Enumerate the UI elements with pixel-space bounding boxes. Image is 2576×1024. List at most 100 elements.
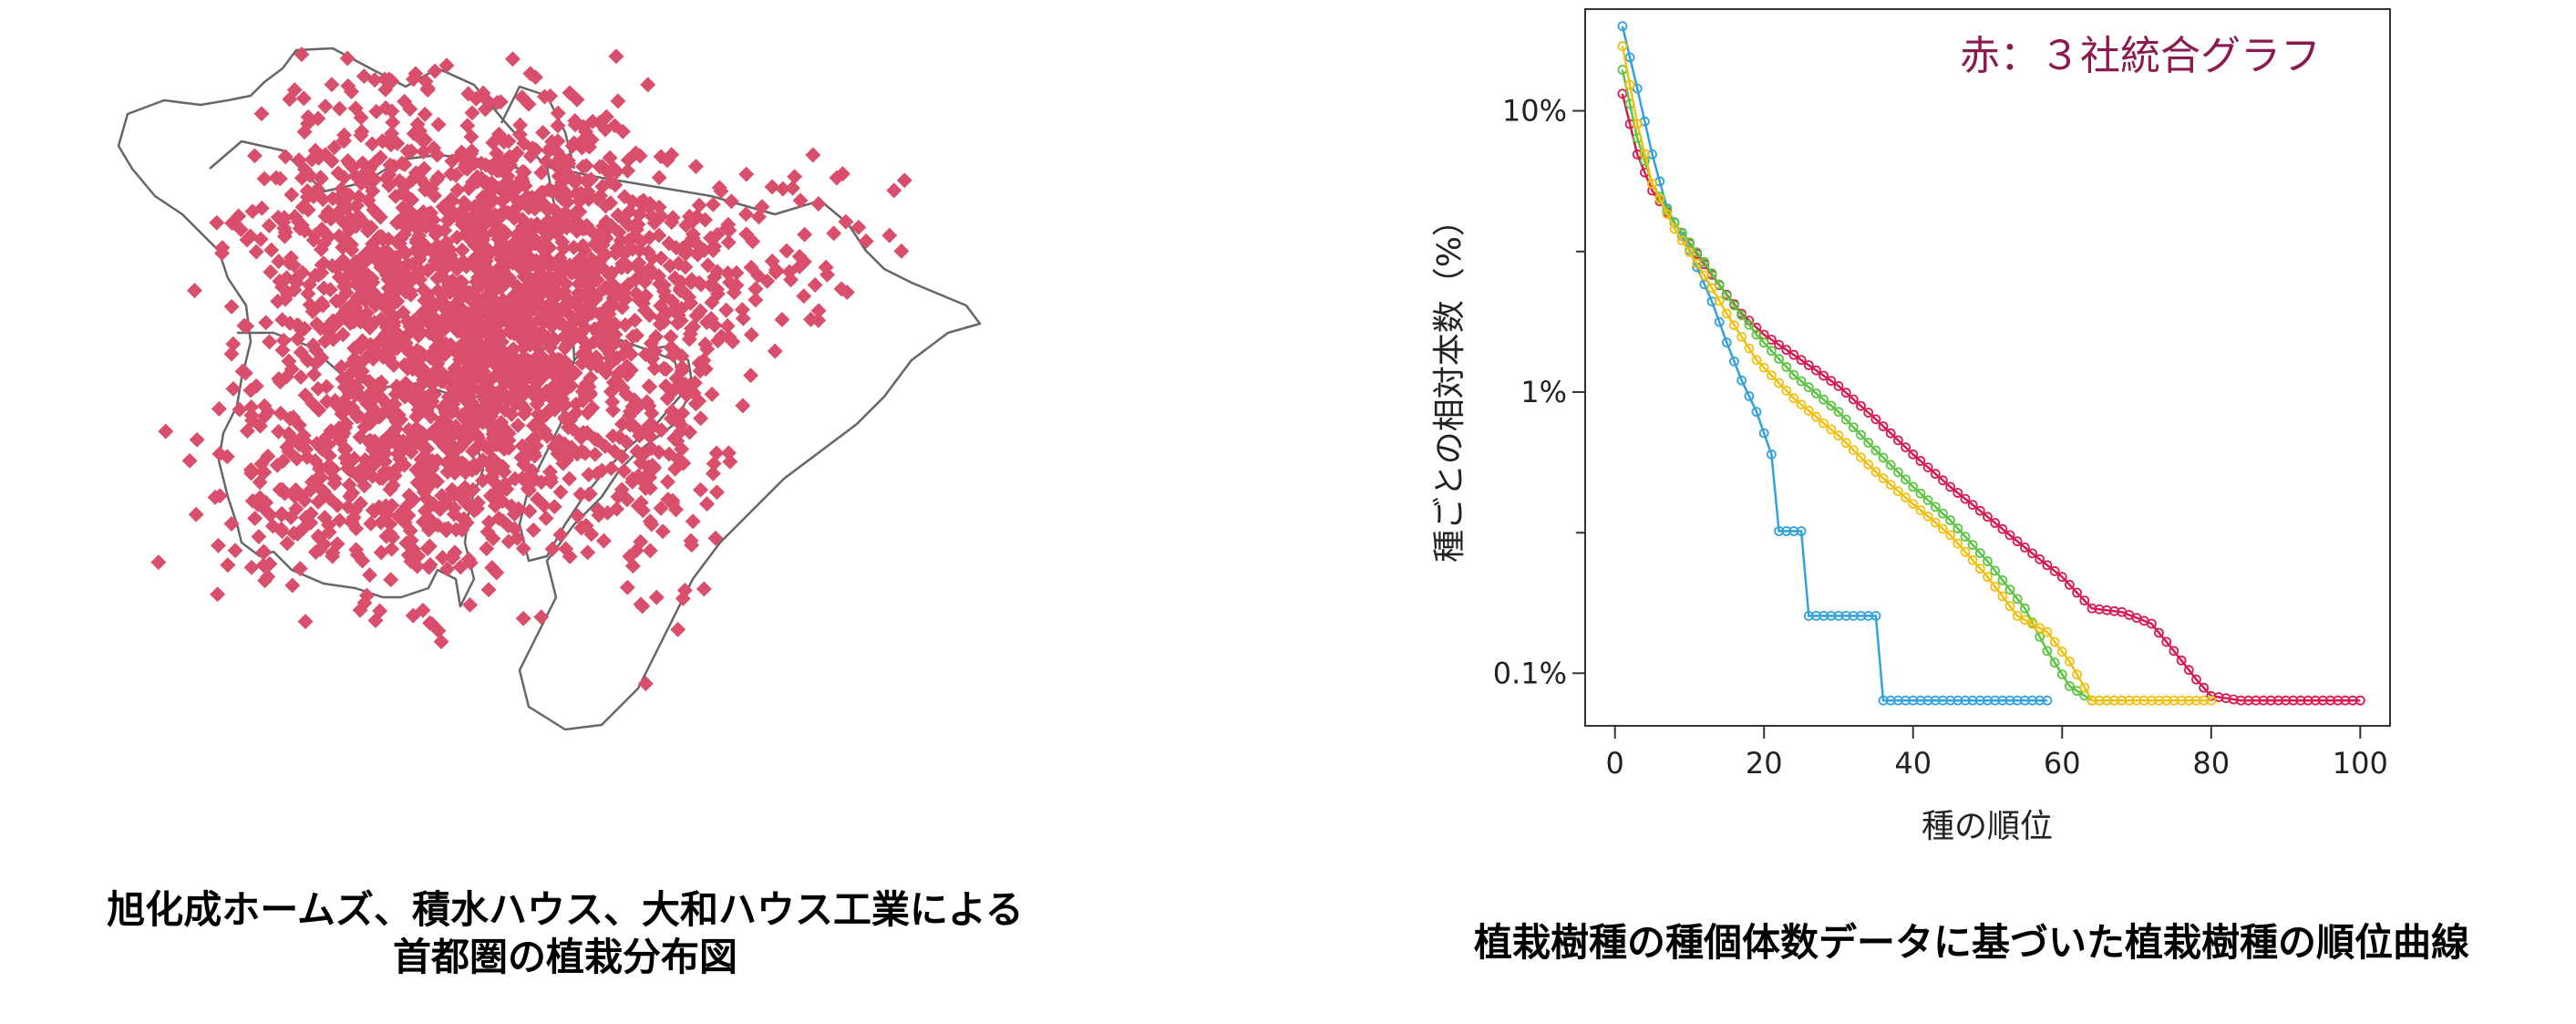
planting-dot: [411, 428, 428, 444]
planting-dot: [362, 567, 378, 584]
planting-dot: [342, 488, 358, 504]
planting-dot: [458, 392, 474, 409]
series-point: [1676, 235, 1687, 246]
series-point: [1856, 429, 1866, 440]
planting-dot: [525, 418, 541, 434]
series-point: [2004, 584, 2015, 595]
planting-dot: [413, 312, 429, 328]
x-tick-label: 60: [2044, 746, 2081, 781]
planting-dot: [469, 309, 486, 326]
planting-dot: [322, 448, 337, 464]
planting-dot: [469, 274, 485, 290]
planting-dot: [380, 345, 396, 361]
planting-dot: [343, 401, 359, 417]
planting-dot: [538, 407, 554, 423]
planting-dot: [437, 271, 453, 287]
series-point: [1833, 407, 1844, 418]
planting-dot: [568, 218, 584, 234]
planting-dot: [349, 546, 366, 563]
planting-dot: [377, 292, 394, 308]
series-point: [1774, 354, 1785, 364]
planting-dot: [514, 163, 531, 180]
planting-dot: [291, 213, 307, 230]
planting-dot: [778, 243, 795, 259]
planting-dot: [412, 123, 428, 140]
planting-dot: [558, 275, 574, 292]
series-point: [1744, 319, 1755, 330]
planting-dot: [637, 481, 654, 496]
series-point: [1840, 414, 1851, 425]
planting-dot: [263, 242, 280, 258]
planting-dot: [454, 242, 470, 258]
planting-dot: [383, 305, 399, 322]
planting-dot: [283, 509, 299, 525]
planting-dot: [402, 318, 418, 335]
planting-dot: [614, 379, 631, 396]
planting-dot: [214, 245, 230, 262]
planting-dot: [326, 140, 343, 156]
planting-dot: [305, 189, 322, 204]
planting-dot: [618, 434, 634, 450]
series-point: [1967, 500, 1978, 510]
planting-dot: [646, 360, 663, 377]
x-tick-label: 40: [1894, 746, 1932, 781]
planting-dot: [684, 537, 700, 553]
series-point: [1840, 438, 1851, 449]
planting-dot: [735, 398, 751, 414]
planting-dot: [514, 173, 531, 190]
planting-dot: [304, 474, 320, 491]
planting-dot: [475, 85, 491, 101]
planting-dot: [412, 378, 428, 394]
series-point: [2004, 530, 2015, 541]
planting-dot: [417, 391, 433, 408]
series-point: [2027, 618, 2037, 629]
planting-dot: [239, 318, 255, 335]
series-point: [1744, 343, 1755, 354]
planting-dot: [718, 302, 735, 318]
planting-dot: [564, 408, 581, 424]
series-point: [1766, 370, 1777, 381]
planting-dot: [570, 292, 586, 308]
planting-dot: [247, 511, 263, 526]
planting-dot: [506, 210, 522, 226]
planting-dot: [533, 325, 550, 341]
series-point: [1721, 337, 1732, 348]
planting-dot: [529, 375, 545, 391]
series-point: [1901, 492, 1911, 502]
planting-dot: [550, 303, 566, 319]
planting-dot: [533, 609, 550, 626]
planting-dot: [797, 226, 813, 243]
planting-dot: [271, 371, 287, 387]
planting-dot: [451, 342, 468, 358]
planting-dot: [493, 482, 510, 499]
planting-dot: [565, 421, 581, 438]
series-point: [1953, 523, 1963, 533]
series-point: [1624, 79, 1635, 90]
planting-dot: [479, 541, 495, 557]
series-point: [2012, 536, 2023, 547]
series-point: [1856, 452, 1866, 463]
planting-dot: [589, 351, 605, 367]
planting-dot: [365, 183, 381, 199]
planting-dot: [652, 276, 668, 292]
planting-dot: [417, 106, 433, 122]
planting-dot: [603, 284, 619, 300]
rank-abundance-chart: 10% 1% 0.1% 0 20 40 60 80 100 赤：３社統合グラフ 種の順位 種ご…: [1431, 8, 2391, 845]
series-point: [1647, 179, 1658, 190]
planting-dot: [282, 410, 298, 427]
planting-dot: [501, 323, 518, 339]
planting-dot: [464, 105, 480, 121]
planting-dot: [404, 191, 420, 208]
planting-dot: [384, 73, 400, 89]
planting-dot: [232, 222, 249, 238]
planting-dot: [477, 410, 493, 427]
planting-dot: [768, 262, 784, 278]
planting-dot: [644, 250, 661, 266]
planting-dot: [670, 621, 686, 637]
series-point: [1796, 399, 1807, 410]
planting-dot: [576, 379, 592, 395]
planting-dot: [566, 239, 582, 255]
series-point: [2020, 603, 2030, 614]
planting-dot: [428, 251, 445, 267]
planting-dot: [306, 367, 323, 383]
